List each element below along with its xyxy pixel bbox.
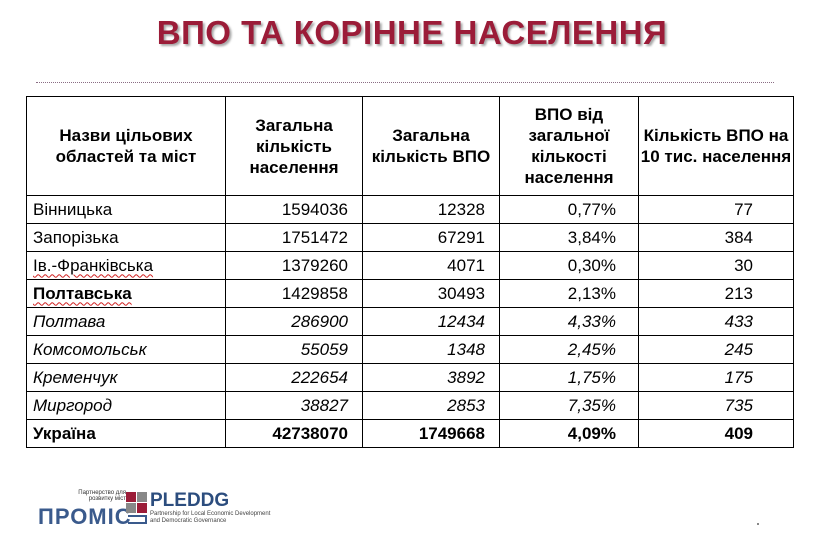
idp-share-cell: 4,09%	[499, 419, 639, 448]
region-name-cell: Ів.-Франківська	[26, 251, 226, 280]
logo-mark-icon	[126, 492, 147, 524]
idp-per-10k-cell: 409	[638, 419, 794, 448]
population-cell: 42738070	[225, 419, 363, 448]
idp-count-cell: 30493	[362, 279, 500, 308]
region-name-cell: Україна	[26, 419, 226, 448]
idp-per-10k-cell: 30	[638, 251, 794, 280]
idp-count-cell: 12434	[362, 307, 500, 336]
promis-pleddg-logo: Партнерство для розвитку міст ПРОМІС PLE…	[38, 490, 278, 530]
idp-count-cell: 1749668	[362, 419, 500, 448]
table-row: Миргород 38827 2853 7,35% 735	[26, 391, 794, 420]
table-row: Україна 42738070 1749668 4,09% 409	[26, 419, 794, 448]
header-idp-per-10k: Кількість ВПО на 10 тис. населення	[638, 96, 794, 196]
region-name-cell: Миргород	[26, 391, 226, 420]
idp-share-cell: 7,35%	[499, 391, 639, 420]
region-name-cell: Запорізька	[26, 223, 226, 252]
table-row: Ів.-Франківська 1379260 4071 0,30% 30	[26, 251, 794, 280]
page-title: ВПО ТА КОРІННЕ НАСЕЛЕННЯ	[156, 14, 668, 51]
idp-per-10k-cell: 735	[638, 391, 794, 420]
population-cell: 286900	[225, 307, 363, 336]
region-name-cell: Полтавська	[26, 279, 226, 308]
idp-per-10k-cell: 245	[638, 335, 794, 364]
idp-per-10k-cell: 175	[638, 363, 794, 392]
population-cell: 1379260	[225, 251, 363, 280]
logo-pleddg-text: PLEDDG	[150, 490, 230, 511]
region-name-text: Полтавська	[33, 283, 132, 303]
population-cell: 55059	[225, 335, 363, 364]
table-header-row: Назви цільових областей та міст Загальна…	[26, 96, 794, 196]
idp-per-10k-cell: 433	[638, 307, 794, 336]
population-cell: 38827	[225, 391, 363, 420]
idp-share-cell: 0,30%	[499, 251, 639, 280]
idp-share-cell: 3,84%	[499, 223, 639, 252]
table-row: Полтавська 1429858 30493 2,13% 213	[26, 279, 794, 308]
idp-count-cell: 4071	[362, 251, 500, 280]
idp-share-cell: 2,13%	[499, 279, 639, 308]
population-cell: 222654	[225, 363, 363, 392]
idp-population-table: Назви цільових областей та міст Загальна…	[26, 96, 794, 448]
region-name-text: Ів.-Франківська	[33, 255, 154, 275]
idp-count-cell: 3892	[362, 363, 500, 392]
table-row: Полтава 286900 12434 4,33% 433	[26, 307, 794, 336]
table-row: Вінницька 1594036 12328 0,77% 77	[26, 195, 794, 224]
table-row: Кременчук 222654 3892 1,75% 175	[26, 363, 794, 392]
table-row: Запорізька 1751472 67291 3,84% 384	[26, 223, 794, 252]
idp-share-cell: 0,77%	[499, 195, 639, 224]
corner-dot	[757, 523, 759, 525]
idp-per-10k-cell: 384	[638, 223, 794, 252]
population-cell: 1751472	[225, 223, 363, 252]
logo-small-text: Партнерство для розвитку міст	[78, 490, 126, 502]
title-divider	[36, 82, 774, 83]
idp-per-10k-cell: 77	[638, 195, 794, 224]
population-cell: 1429858	[225, 279, 363, 308]
idp-share-cell: 1,75%	[499, 363, 639, 392]
idp-share-cell: 2,45%	[499, 335, 639, 364]
region-name-cell: Вінницька	[26, 195, 226, 224]
idp-per-10k-cell: 213	[638, 279, 794, 308]
region-name-cell: Комсомольськ	[26, 335, 226, 364]
idp-count-cell: 2853	[362, 391, 500, 420]
idp-count-cell: 67291	[362, 223, 500, 252]
header-region-name: Назви цільових областей та міст	[26, 96, 226, 196]
idp-share-cell: 4,33%	[499, 307, 639, 336]
header-idp-share: ВПО від загальної кількості населення	[499, 96, 639, 196]
region-name-cell: Полтава	[26, 307, 226, 336]
logo-pleddg-subtitle: Partnership for Local Economic Developme…	[150, 511, 271, 524]
table-row: Комсомольськ 55059 1348 2,45% 245	[26, 335, 794, 364]
logo-promis-text: ПРОМІС	[38, 504, 132, 529]
population-cell: 1594036	[225, 195, 363, 224]
idp-count-cell: 12328	[362, 195, 500, 224]
header-total-population: Загальна кількість населення	[225, 96, 363, 196]
idp-count-cell: 1348	[362, 335, 500, 364]
header-total-idp: Загальна кількість ВПО	[362, 96, 500, 196]
region-name-cell: Кременчук	[26, 363, 226, 392]
